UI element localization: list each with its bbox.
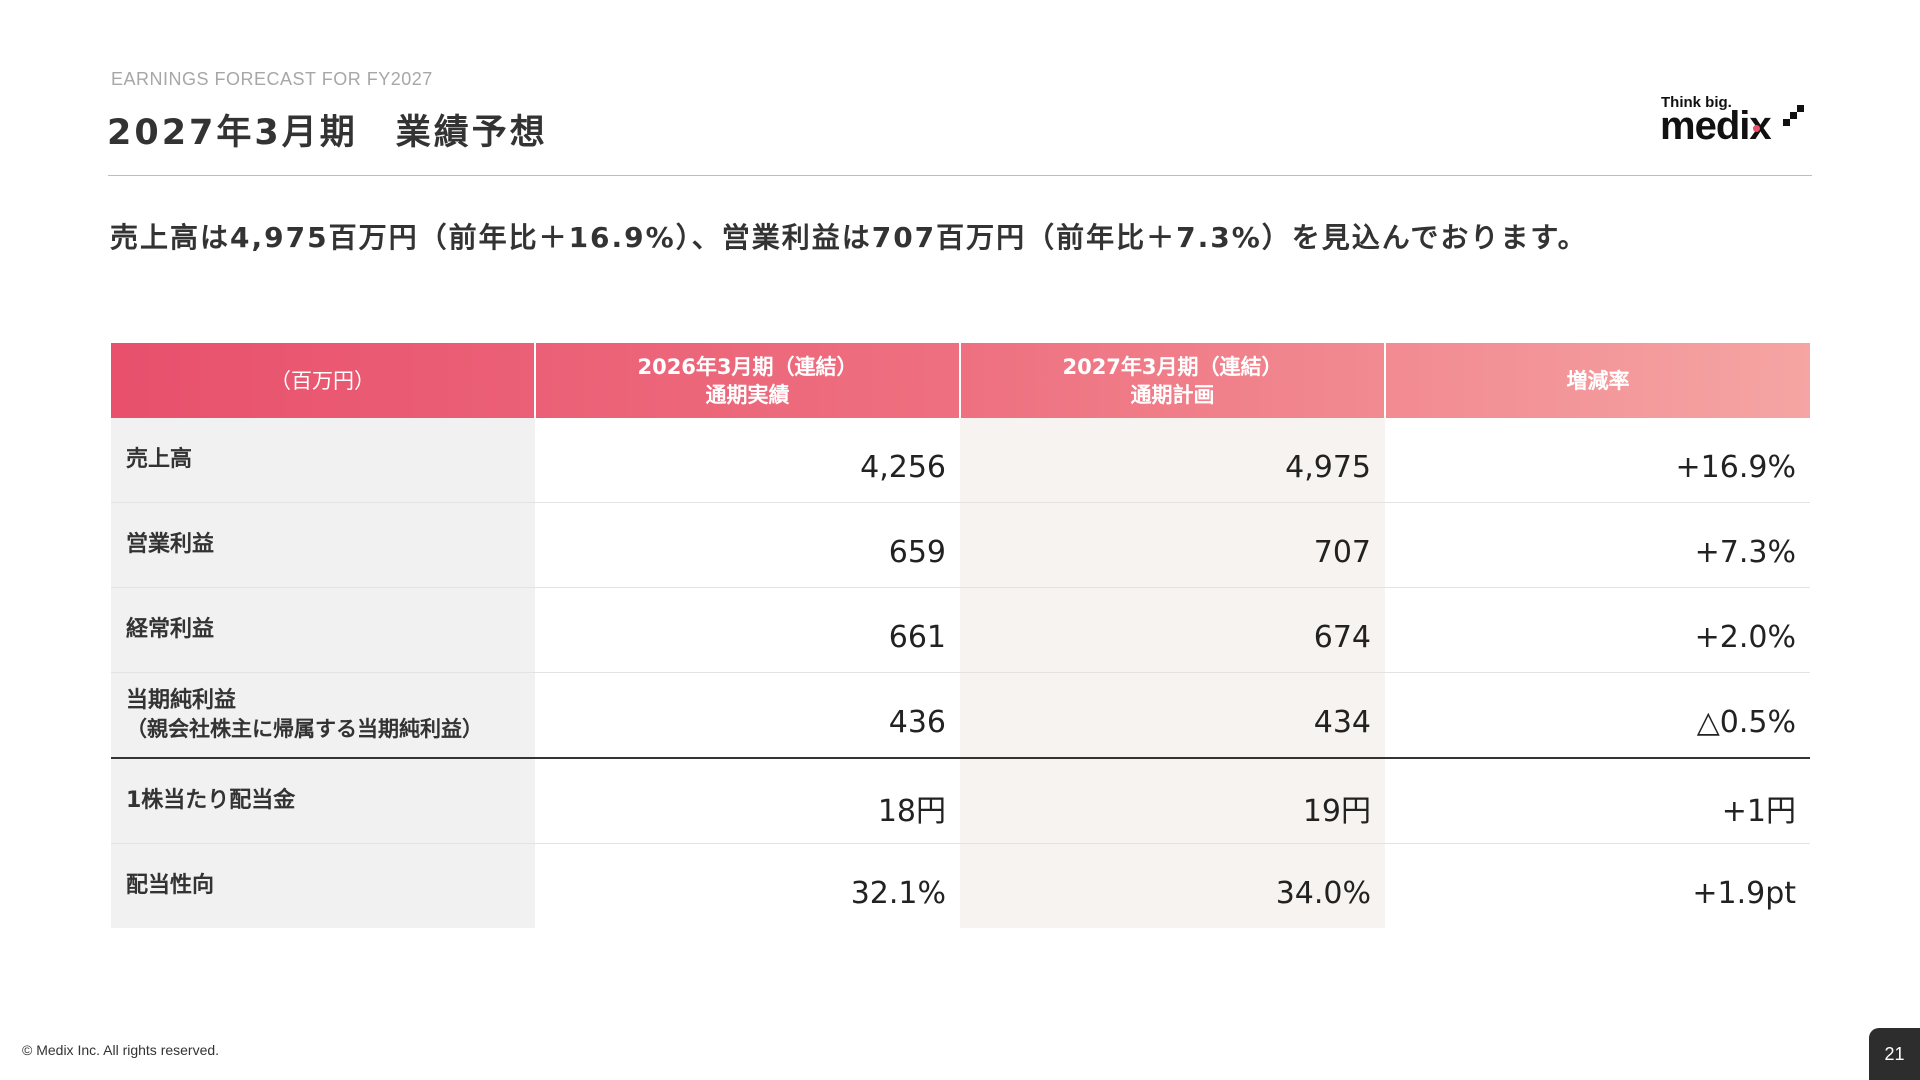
cell-fy2026: 18円 bbox=[535, 758, 960, 844]
header-fy2026: 2026年3月期（連結） 通期実績 bbox=[534, 343, 960, 418]
table-row-payout-ratio: 配当性向 32.1% 34.0% +1.9pt bbox=[111, 843, 1810, 928]
row-label: 配当性向 bbox=[111, 843, 535, 928]
row-label-main: 当期純利益 bbox=[126, 688, 237, 713]
row-label: 売上高 bbox=[111, 418, 535, 503]
section-eyebrow: EARNINGS FORECAST FOR FY2027 bbox=[111, 69, 433, 89]
cell-change: +1円 bbox=[1385, 758, 1810, 844]
row-label: 1株当たり配当金 bbox=[111, 758, 535, 844]
header-fy2027: 2027年3月期（連結） 通期計画 bbox=[959, 343, 1385, 418]
page-number: 21 bbox=[1869, 1028, 1920, 1080]
cell-fy2027: 707 bbox=[960, 502, 1385, 588]
table-row-dividend-per-share: 1株当たり配当金 18円 19円 +1円 bbox=[111, 758, 1810, 844]
cell-change: △0.5% bbox=[1385, 672, 1810, 759]
header-unit: （百万円） bbox=[270, 368, 375, 393]
cell-fy2026: 661 bbox=[535, 587, 960, 673]
logo-dot-icon bbox=[1753, 125, 1760, 132]
cell-fy2027: 34.0% bbox=[960, 843, 1385, 928]
row-label: 営業利益 bbox=[111, 502, 535, 588]
cell-fy2026: 436 bbox=[535, 672, 960, 759]
table-header-row: （百万円） 2026年3月期（連結） 通期実績 2027年3月期（連結） 通期計画 … bbox=[111, 343, 1810, 418]
copyright: © Medix Inc. All rights reserved. bbox=[22, 1042, 220, 1058]
cell-change: +2.0% bbox=[1385, 587, 1810, 673]
cell-change: +1.9pt bbox=[1692, 875, 1796, 911]
cell-change: +16.9% bbox=[1385, 418, 1810, 503]
cell-fy2026: 4,256 bbox=[535, 418, 960, 503]
lead-statement: 売上高は4,975百万円（前年比＋16.9%）、営業利益は707百万円（前年比＋… bbox=[110, 221, 1588, 254]
header-divider bbox=[108, 175, 1812, 176]
medix-logo: Think big. medix bbox=[1660, 92, 1810, 148]
row-label: 当期純利益 （親会社株主に帰属する当期純利益） bbox=[111, 672, 535, 759]
cell-change: +7.3% bbox=[1385, 502, 1810, 588]
row-label-sub: （親会社株主に帰属する当期純利益） bbox=[126, 717, 483, 741]
cell-fy2027: 434 bbox=[960, 672, 1385, 759]
row-label: 経常利益 bbox=[111, 587, 535, 673]
logo-pixel-icon bbox=[1783, 105, 1804, 126]
cell-fy2027: 19円 bbox=[960, 758, 1385, 844]
header-change-rate: 増減率 bbox=[1384, 343, 1810, 418]
cell-fy2026: 32.1% bbox=[850, 875, 946, 911]
cell-fy2027: 4,975 bbox=[960, 418, 1385, 503]
table-row-sales: 売上高 4,256 4,975 +16.9% bbox=[111, 418, 1810, 503]
cell-fy2026: 659 bbox=[535, 502, 960, 588]
forecast-table: （百万円） 2026年3月期（連結） 通期実績 2027年3月期（連結） 通期計画 … bbox=[111, 343, 1810, 928]
table-row-ordinary-income: 経常利益 661 674 +2.0% bbox=[111, 587, 1810, 673]
table-row-operating-income: 営業利益 659 707 +7.3% bbox=[111, 502, 1810, 588]
cell-fy2027: 674 bbox=[960, 587, 1385, 673]
page-title: 2027年3月期 業績予想 bbox=[107, 113, 548, 153]
table-row-net-income: 当期純利益 （親会社株主に帰属する当期純利益） 436 434 △0.5% bbox=[111, 672, 1810, 759]
logo-tagline: Think big. bbox=[1661, 94, 1732, 111]
